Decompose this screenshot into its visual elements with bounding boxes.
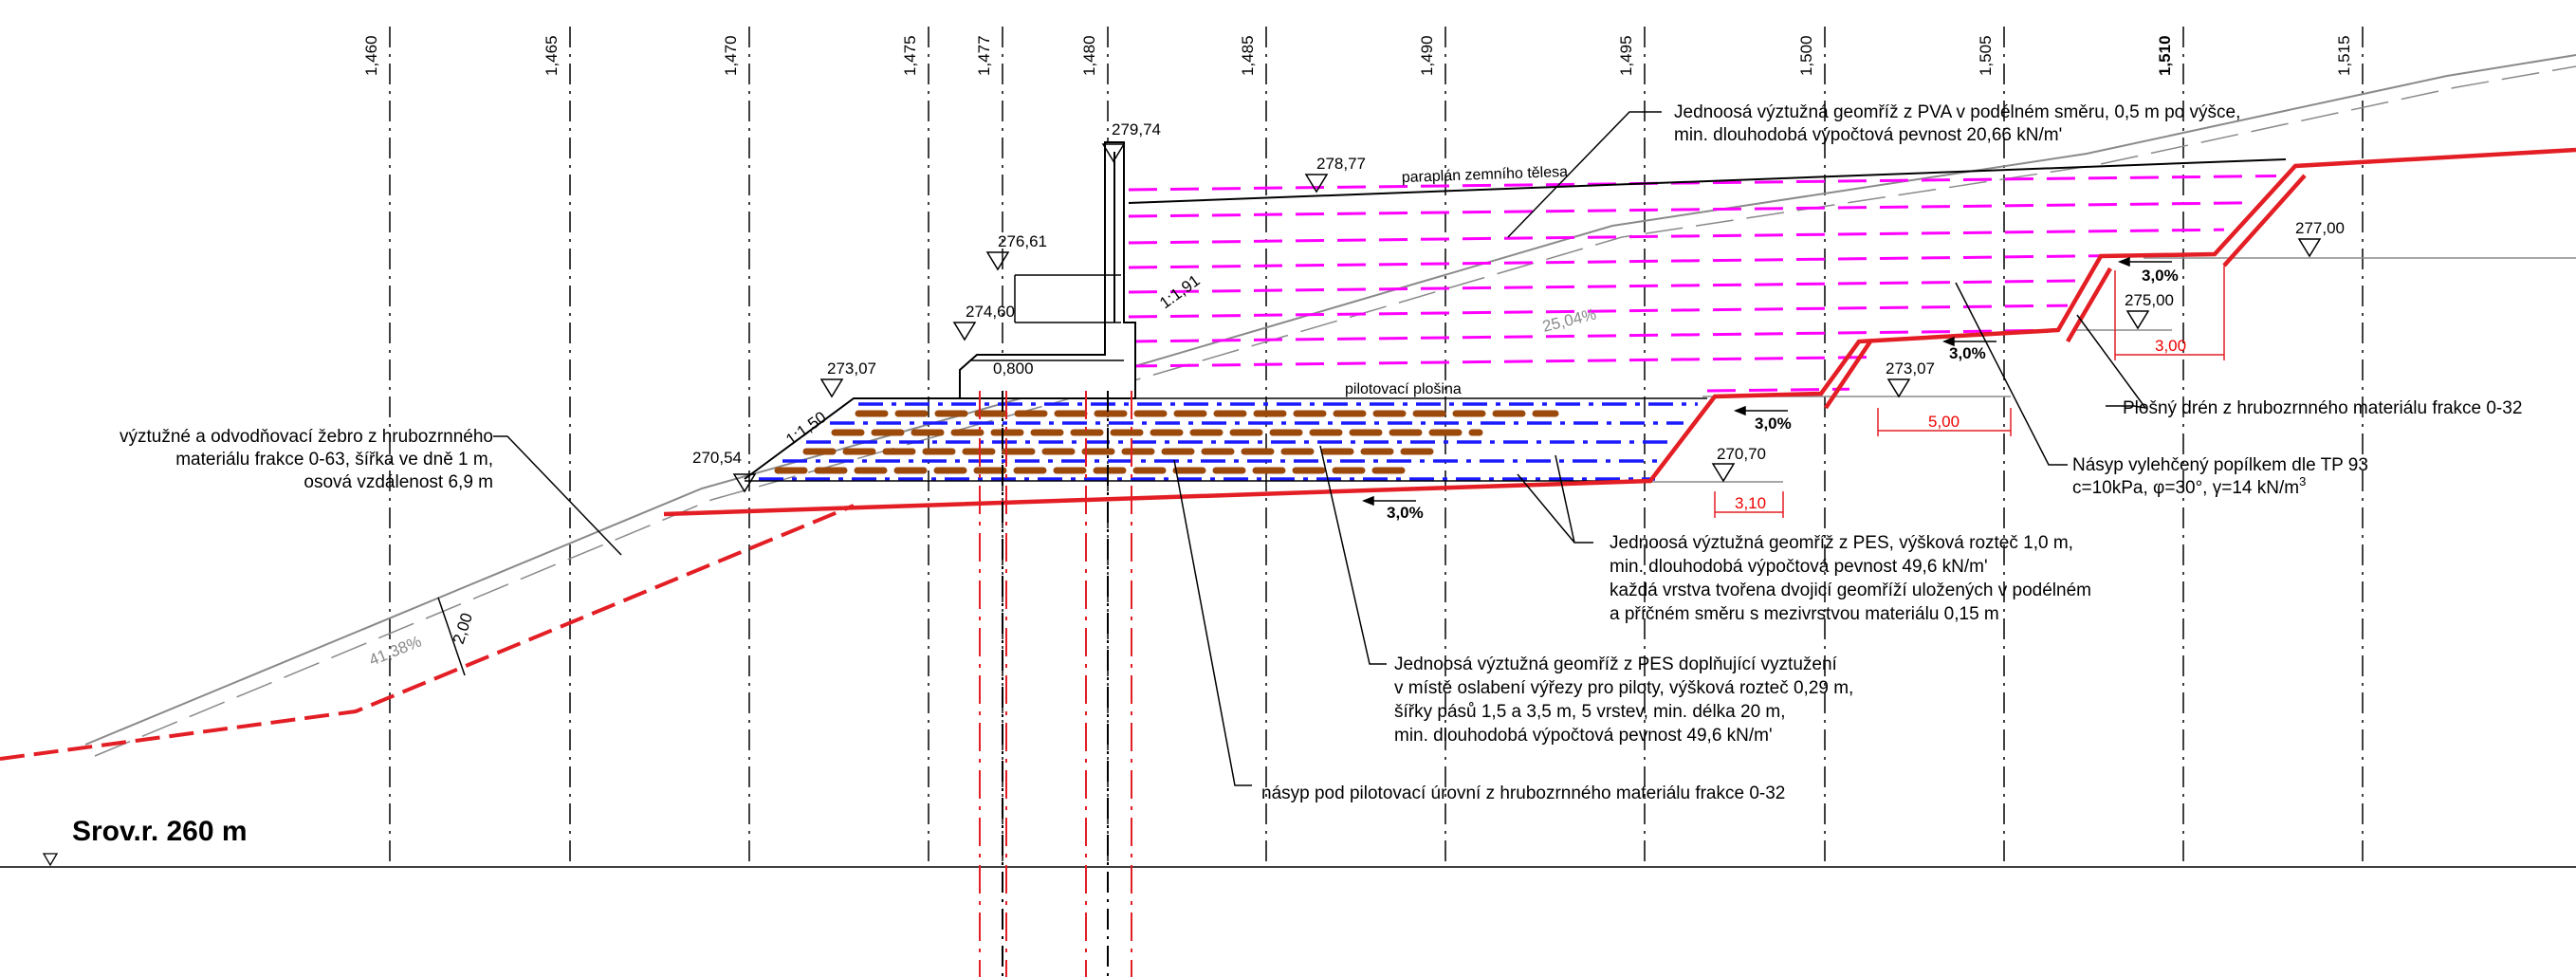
paraplan-label: paraplán zemního tělesa xyxy=(1402,164,1569,186)
subgrade-line-dashed xyxy=(0,504,855,761)
station-label: 1,490 xyxy=(1418,35,1436,76)
station-labels: 1,460 1,465 1,470 1,475 1,477 1,480 1,48… xyxy=(362,35,2353,76)
station-label: 1,515 xyxy=(2335,35,2353,76)
station-label: 1,460 xyxy=(362,35,380,76)
slope-label: 3,0% xyxy=(1755,415,1792,433)
fill-layer-line xyxy=(1128,228,2225,245)
callout-line: min. dlouhodobá výpočtová pevnost 49,6 k… xyxy=(1394,726,1773,746)
station-label: 1,510 xyxy=(2156,35,2174,76)
fill-layer-line xyxy=(1128,174,2277,192)
callout-line: min. dlouhodobá výpočtová pevnost 20,66 … xyxy=(1674,125,2062,145)
dimension-label: 0,800 xyxy=(993,359,1034,378)
elevation-marker-icon xyxy=(985,251,1010,271)
callout-line: a příčném směru s mezivrstvou materiálu … xyxy=(1610,604,1999,624)
terrain-line-dashed xyxy=(94,65,2576,757)
elevation-label: 275,00 xyxy=(2125,291,2174,309)
zebro-callout: výztužné a odvodňovací žebro z hrubozrnn… xyxy=(120,427,493,492)
retaining-wall xyxy=(959,141,1136,399)
pile-lines xyxy=(979,391,1132,977)
callout-line: šířky pásů 1,5 a 3,5 m, 5 vrstev, min. d… xyxy=(1394,702,1786,722)
pile-axis-lines xyxy=(1002,391,1109,977)
pilotovaci-label: pilotovací plošina xyxy=(1345,381,1462,397)
elevation-label: 274,60 xyxy=(966,303,1015,321)
elevation-label: 273,07 xyxy=(1886,359,1935,378)
pva-callout: Jednoosá výztužná geomříž z PVA v podéln… xyxy=(1674,102,2240,145)
elevation-marker-icon xyxy=(2125,310,2150,330)
nasyp-pod-callout: násyp pod pilotovací úrovní z hrubozrnné… xyxy=(1261,783,1785,803)
station-label: 1,480 xyxy=(1080,35,1098,76)
callout-line: osová vzdálenost 6,9 m xyxy=(304,472,493,492)
elevation-marker-icon xyxy=(1101,143,1126,163)
callout-line: Jednoosá výztužná geomříž z PES doplňují… xyxy=(1394,654,1838,674)
fill-layer-line xyxy=(1706,387,1850,393)
elevation-label: 279,74 xyxy=(1112,120,1161,138)
fill-layer-line xyxy=(1128,328,2054,343)
elevation-marker-icon xyxy=(2297,238,2322,258)
coarse-fill-layers xyxy=(774,410,1559,474)
slope-label: 3,0% xyxy=(2142,267,2179,285)
elevation-marker-icon xyxy=(1886,378,1911,398)
station-lines xyxy=(389,27,2364,867)
fly-ash-fill-layers xyxy=(1128,174,2277,393)
elevation-labels: 279,74 278,77 276,61 274,60 273,07 270,5… xyxy=(692,120,2345,467)
slope-label: 41,38% xyxy=(366,632,424,669)
plosny-dren-callout: Plošný drén z hrubozrnného materiálu fra… xyxy=(2123,398,2522,418)
callout-line: každá vrstva tvořena dvojicí geomříží ul… xyxy=(1610,581,2091,600)
elevation-label: 278,77 xyxy=(1316,155,1366,173)
dimension-label: 3,00 xyxy=(2155,337,2186,355)
datum-label: Srov.r. 260 m xyxy=(72,816,248,847)
fill-layer-line xyxy=(1128,201,2254,218)
elevation-marker-icon xyxy=(819,378,844,398)
red-dimensions xyxy=(1714,266,2225,518)
nasyp-popilek-callout: Násyp vylehčený popílkem dle TP 93 c=10k… xyxy=(2072,455,2368,498)
callout-line: materiálu frakce 0-63, šířka ve dně 1 m, xyxy=(175,450,493,470)
fill-layer-line xyxy=(1128,279,2088,294)
terrain-line xyxy=(84,54,2576,746)
elevation-label: 270,70 xyxy=(1717,445,1766,463)
pes-extra-callout: Jednoosá výztužná geomříž z PES doplňují… xyxy=(1394,654,1853,746)
fill-layer-line xyxy=(1128,356,1869,368)
elevation-label: 277,00 xyxy=(2295,219,2345,237)
elevation-label: 276,61 xyxy=(998,232,1047,250)
elevation-label: 270,54 xyxy=(692,449,742,467)
elevation-marker-icon xyxy=(952,322,977,341)
slope-label: 25,04% xyxy=(1540,304,1598,335)
callout-line: Jednoosá výztužná geomříž z PVA v podéln… xyxy=(1674,102,2240,122)
callout-line: c=10kPa, φ=30°, γ=14 kN/m3 xyxy=(2072,474,2306,498)
callout-line: v místě oslabení výřezy pro piloty, výšk… xyxy=(1394,678,1853,698)
station-label: 1,505 xyxy=(1977,35,1995,76)
elevation-marker-icon xyxy=(1711,463,1736,483)
station-label: 1,465 xyxy=(543,35,561,76)
callout-line: výztužné a odvodňovací žebro z hrubozrnn… xyxy=(120,427,493,447)
slope-label: 3,0% xyxy=(1387,504,1424,522)
station-label: 1,485 xyxy=(1239,35,1257,76)
slope-arrows xyxy=(1361,256,2172,507)
embankment-top-line xyxy=(1128,158,2287,204)
elevation-marker-icon xyxy=(1304,174,1329,194)
pes-geogrid-layers xyxy=(759,402,1698,481)
station-label: 1,475 xyxy=(901,35,919,76)
station-label: 1,477 xyxy=(975,35,993,76)
slope-label: 3,0% xyxy=(1949,344,1986,362)
fill-layer-line xyxy=(1128,304,2069,319)
leader-lines xyxy=(493,111,2147,786)
callout-line: Násyp vylehčený popílkem dle TP 93 xyxy=(2072,455,2368,475)
fill-layer-line xyxy=(1128,254,2107,269)
subgrade-inner-line xyxy=(1824,174,2307,410)
dimension-label: 2,00 xyxy=(450,611,476,646)
dimension-label: 5,00 xyxy=(1928,413,1960,431)
subgrade-line xyxy=(663,147,2576,517)
callout-line: Jednoosá výztužná geomříž z PES, výšková… xyxy=(1610,533,2073,553)
callout-line: min. dlouhodobá výpočtová pevnost 49,6 k… xyxy=(1610,557,1988,577)
elevation-marker-icon xyxy=(732,473,757,493)
dimension-label: 3,10 xyxy=(1735,494,1766,512)
pes-main-callout: Jednoosá výztužná geomříž z PES, výšková… xyxy=(1610,533,2091,624)
station-label: 1,470 xyxy=(722,35,740,76)
station-label: 1,495 xyxy=(1617,35,1635,76)
datum-marker-icon xyxy=(42,853,59,867)
station-label: 1,500 xyxy=(1797,35,1815,76)
elevation-markers xyxy=(732,143,2322,493)
elevation-label: 273,07 xyxy=(827,359,876,378)
